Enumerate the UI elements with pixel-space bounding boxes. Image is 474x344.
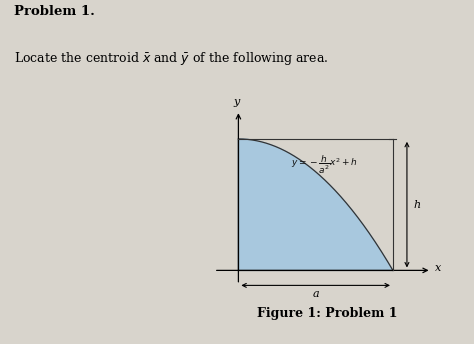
Text: y: y (234, 97, 240, 107)
Text: $y=-\dfrac{h}{a^2}x^2+h$: $y=-\dfrac{h}{a^2}x^2+h$ (291, 153, 358, 176)
Text: h: h (414, 200, 421, 209)
Text: x: x (435, 262, 441, 272)
Polygon shape (238, 139, 393, 270)
Text: Problem 1.: Problem 1. (14, 5, 95, 18)
Text: a: a (312, 289, 319, 299)
Text: Figure 1: Problem 1: Figure 1: Problem 1 (257, 307, 397, 320)
Text: Locate the centroid $\bar{x}$ and $\bar{y}$ of the following area.: Locate the centroid $\bar{x}$ and $\bar{… (14, 50, 328, 66)
